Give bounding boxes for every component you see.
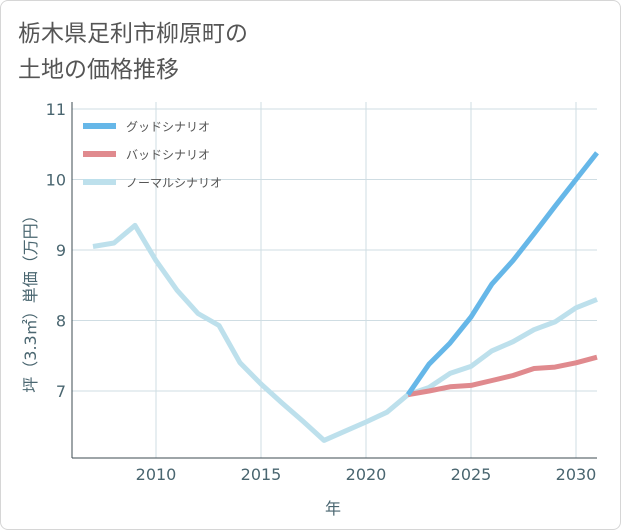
legend-label-good: グッドシナリオ [126,120,210,134]
y-tick-label: 11 [46,100,66,119]
x-axis-label: 年 [325,499,341,518]
series-line-normal [92,222,598,443]
legend-label-bad: バッドシナリオ [126,148,210,162]
x-tick-label: 2030 [556,465,597,484]
y-tick-label: 9 [56,241,66,260]
series-lines [92,151,599,443]
chart-title: 栃木県足利市柳原町の 土地の価格推移 [18,16,248,88]
y-tick-label: 7 [56,382,66,401]
x-tick-label: 2025 [451,465,492,484]
series-line-bad [407,354,598,398]
legend-label-normal: ノーマルシナリオ [126,176,222,190]
chart-title-line-2: 土地の価格推移 [18,57,179,83]
x-tick-label: 2010 [136,465,177,484]
y-axis-label: 坪（3.3㎡）単価（万円） [21,207,40,392]
y-tick-label: 8 [56,312,66,331]
grid-lines [72,102,597,458]
x-tick-label: 2020 [346,465,387,484]
chart-title-line-1: 栃木県足利市柳原町の [18,21,248,47]
axes [71,102,597,459]
y-tick-label: 10 [46,171,66,190]
series-line-good [405,151,599,397]
x-tick-label: 2015 [241,465,282,484]
tick-labels: 2010 2015 2020 2025 2030 7 8 9 10 11 [46,100,597,484]
